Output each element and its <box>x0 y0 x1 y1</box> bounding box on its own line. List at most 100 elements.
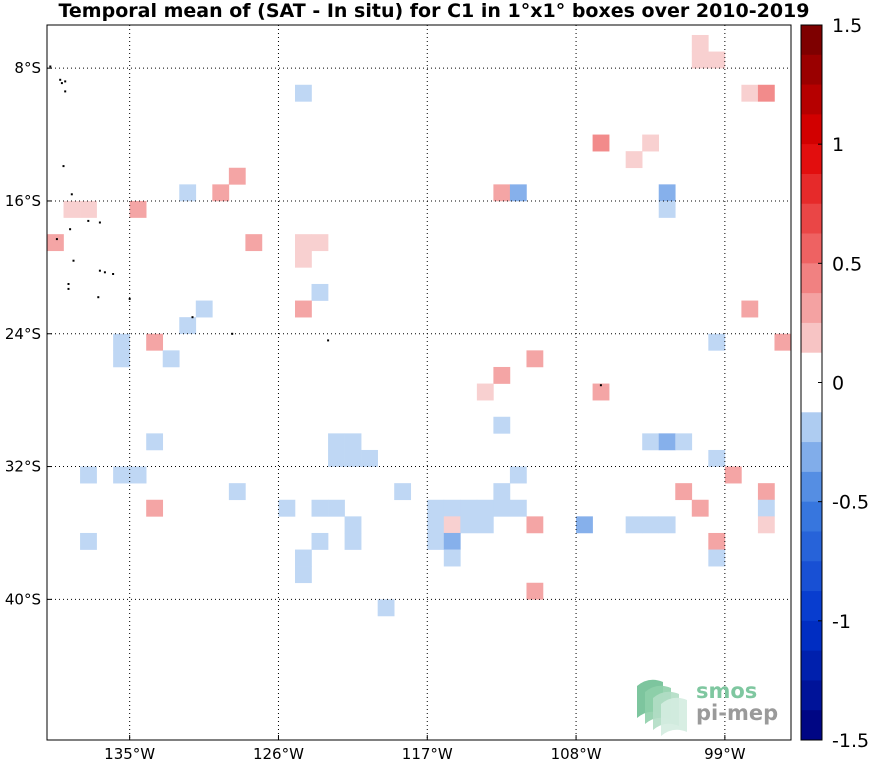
island-marker <box>128 297 131 300</box>
colorbar-bin <box>801 233 822 264</box>
heatmap-cells <box>47 34 792 617</box>
heatmap-cell <box>691 51 709 69</box>
island-marker <box>70 193 73 196</box>
colorbar-bin <box>801 412 822 443</box>
y-tick-label: 24°S <box>5 325 41 343</box>
colorbar-bin <box>801 531 822 562</box>
x-tick-label: 126°W <box>253 745 304 762</box>
x-tick-label: 135°W <box>104 745 155 762</box>
heatmap-cell <box>509 499 527 517</box>
heatmap-cell <box>443 549 461 567</box>
colorbar-bin <box>801 203 822 234</box>
heatmap-cell <box>708 51 726 69</box>
heatmap-cell <box>328 499 345 517</box>
island-marker <box>62 165 65 168</box>
heatmap-cell <box>642 433 660 451</box>
heatmap-cell <box>658 184 676 202</box>
heatmap-cell <box>80 200 97 218</box>
island-marker <box>64 80 67 83</box>
heatmap-cell <box>328 433 345 451</box>
island-marker <box>67 283 70 285</box>
x-tick-label: 108°W <box>551 745 602 762</box>
heatmap-cell <box>344 532 362 550</box>
island-marker <box>87 219 90 222</box>
colorbar-tick-label: -1.5 <box>832 730 869 752</box>
heatmap-cell <box>675 483 693 501</box>
heatmap-cell <box>658 200 676 218</box>
colorbar-bin <box>801 620 822 652</box>
colorbar-bin <box>801 144 822 175</box>
colorbar-bin <box>801 25 822 56</box>
island-marker <box>55 238 58 241</box>
colorbar-bin <box>801 382 822 413</box>
island-marker <box>49 65 52 68</box>
heatmap-cell <box>757 499 775 517</box>
colorbar-bin <box>801 263 822 294</box>
islands <box>49 65 602 387</box>
heatmap-cell <box>476 516 494 534</box>
heatmap-cell <box>493 416 511 434</box>
heatmap-cell <box>691 499 709 517</box>
island-marker <box>59 78 62 81</box>
heatmap-cell <box>245 234 263 252</box>
heatmap-cell <box>162 350 180 368</box>
heatmap-cell <box>691 34 709 52</box>
heatmap-cell <box>129 466 147 484</box>
heatmap-cell <box>113 466 130 484</box>
heatmap-cell <box>295 549 312 567</box>
y-tick-label: 32°S <box>5 458 41 476</box>
heatmap-cell <box>724 466 742 484</box>
heatmap-cell <box>708 549 726 567</box>
island-marker <box>67 287 70 290</box>
heatmap-cell <box>493 184 511 202</box>
heatmap-cell <box>427 532 445 550</box>
heatmap-cell <box>146 333 164 351</box>
heatmap-cell <box>311 499 329 517</box>
colorbar-bin <box>801 501 822 532</box>
heatmap-cell <box>146 499 164 517</box>
heatmap-cell <box>278 499 296 517</box>
island-marker <box>231 332 234 335</box>
heatmap-cell <box>361 449 378 467</box>
heatmap-cell <box>427 499 445 517</box>
heatmap-cell <box>443 499 461 517</box>
colorbar-bin <box>801 561 822 592</box>
heatmap-cell <box>311 532 329 550</box>
heatmap-cell <box>179 184 197 202</box>
colorbar-bin <box>801 680 822 711</box>
island-marker <box>191 316 194 319</box>
heatmap-cell <box>526 516 544 534</box>
heatmap-cell <box>80 532 97 550</box>
heatmap-cell <box>80 466 97 484</box>
heatmap-cell <box>394 483 412 501</box>
y-tick-label: 16°S <box>5 192 41 210</box>
heatmap-cell <box>427 516 445 534</box>
heatmap-cell <box>741 300 759 318</box>
colorbar-bin <box>801 54 822 85</box>
heatmap-cell <box>493 499 511 517</box>
heatmap-cell <box>592 134 610 152</box>
heatmap-cell <box>443 516 461 534</box>
island-marker <box>69 228 72 231</box>
chart-title: Temporal mean of (SAT - In situ) for C1 … <box>58 0 809 22</box>
colorbar-bin <box>801 173 822 205</box>
island-marker <box>98 221 101 224</box>
heatmap-cell <box>476 383 494 401</box>
colorbar-bin <box>801 352 822 383</box>
heatmap-cell <box>113 350 130 368</box>
heatmap-cell <box>228 483 246 501</box>
island-marker <box>103 271 106 274</box>
island-marker <box>98 269 101 272</box>
heatmap-cell <box>179 317 197 335</box>
logo-wave-icon <box>661 697 687 736</box>
heatmap-cell <box>576 516 593 534</box>
heatmap-cell <box>708 333 726 351</box>
island-marker <box>64 90 67 93</box>
heatmap-cell <box>311 283 329 301</box>
heatmap-cell <box>344 449 362 467</box>
heatmap-cell <box>642 516 660 534</box>
heatmap-cell <box>592 383 610 401</box>
